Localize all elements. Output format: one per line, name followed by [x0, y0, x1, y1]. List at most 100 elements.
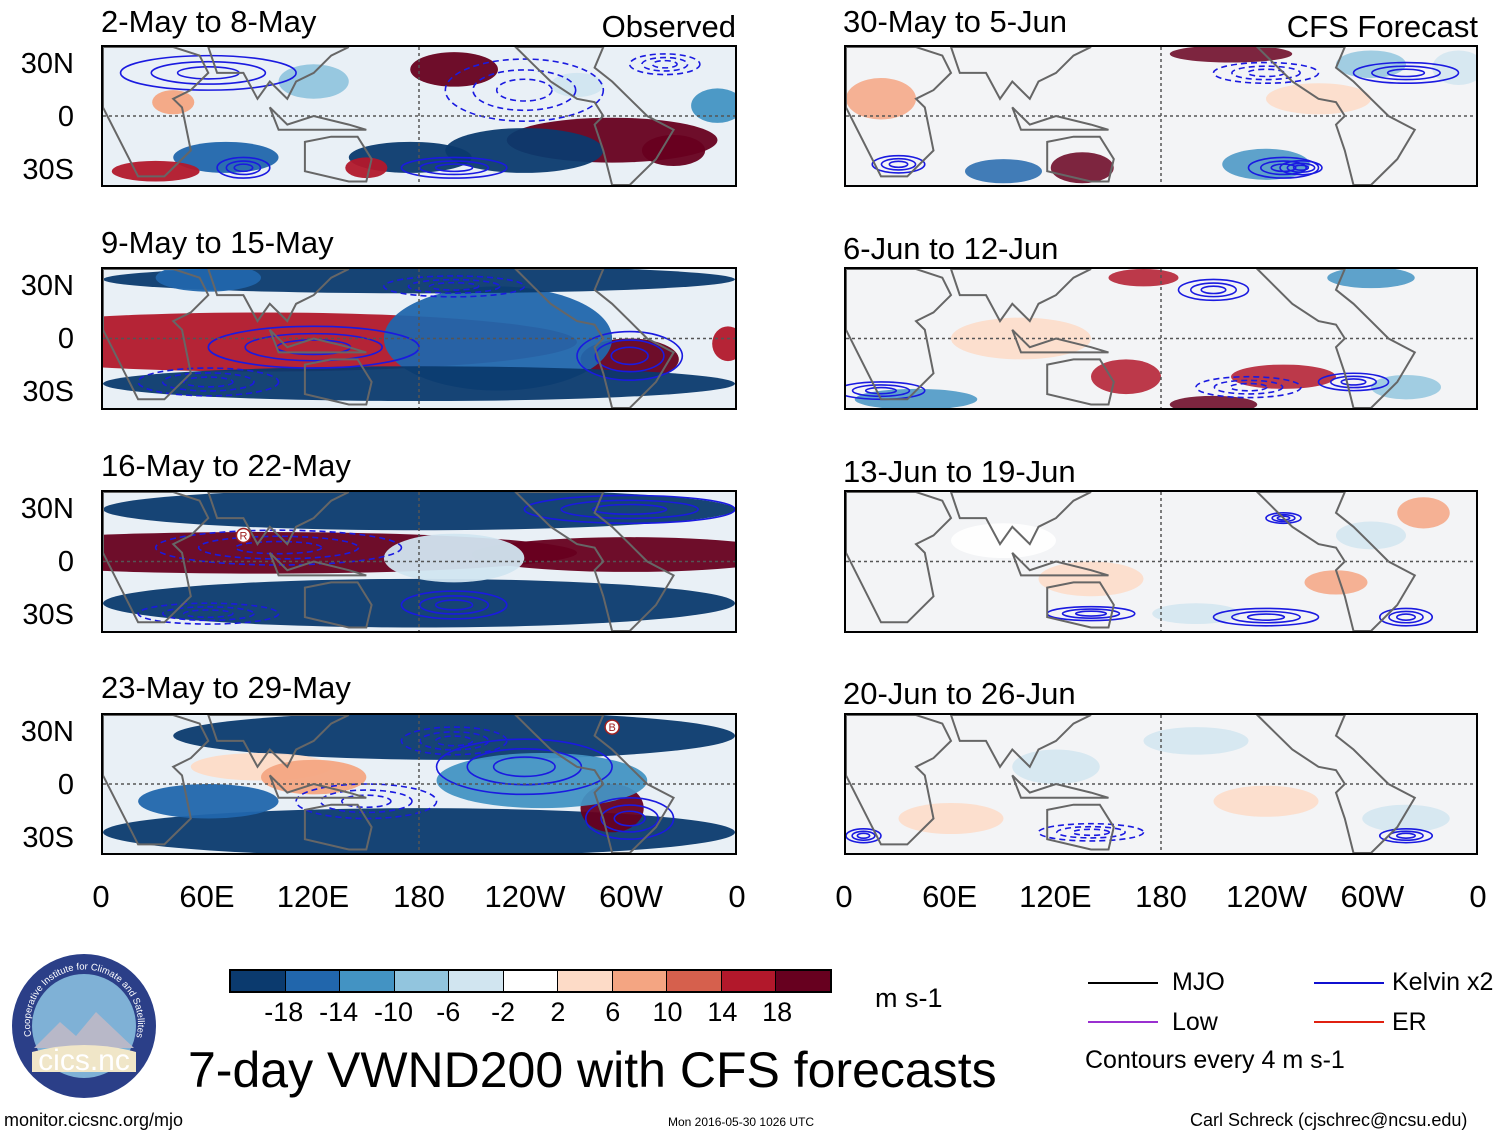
map-svg [846, 492, 1476, 631]
kelvin-contour [1286, 162, 1316, 174]
kelvin-contour [1212, 61, 1320, 85]
continent-outline [303, 581, 373, 629]
kelvin-contour [407, 278, 501, 294]
kelvin-contour [651, 59, 678, 69]
continent-outline [207, 47, 350, 101]
colorbar-tick-label: -14 [319, 997, 359, 1027]
kelvin-contour [119, 54, 297, 91]
continent-outline [1255, 269, 1417, 408]
x-tick-label: 120E [276, 879, 350, 914]
anomaly-shading [1231, 364, 1336, 389]
legend-line-er [1314, 1021, 1384, 1023]
kelvin-contour [434, 163, 474, 173]
kelvin-contour [137, 602, 280, 625]
colorbar-tick-label: 6 [605, 997, 621, 1027]
anomaly-shading [138, 784, 279, 819]
colorbar-swatch [231, 971, 285, 991]
kelvin-contour [434, 599, 474, 611]
kelvin-contour [1276, 515, 1291, 521]
anomaly-shading [898, 802, 1004, 835]
legend-label-er: ER [1392, 1008, 1427, 1036]
kelvin-contour [851, 384, 911, 398]
event-marker: R [235, 527, 252, 544]
panel-title-obs-2: 9-May to 15-May [101, 225, 334, 260]
x-tick-label: 0 [1469, 879, 1487, 914]
kelvin-contour [1213, 379, 1284, 395]
kelvin-contour [225, 160, 262, 176]
kelvin-contour [846, 828, 882, 844]
continent-outline [103, 47, 210, 178]
kelvin-contour [610, 346, 649, 366]
anomaly-shading [691, 88, 735, 123]
anomaly-shading [1222, 148, 1310, 180]
kelvin-contour [1056, 825, 1126, 839]
continent-outline [1255, 715, 1417, 853]
y-tick-label: 30N [20, 716, 74, 748]
anomaly-shading [445, 128, 604, 173]
continent-outline [1046, 803, 1115, 851]
map-svg [846, 47, 1476, 185]
continent-outline [303, 135, 373, 183]
map-svg: R [103, 492, 735, 631]
kelvin-contour [1340, 378, 1367, 386]
kelvin-contour [400, 726, 508, 756]
x-tick-label: 120W [1226, 879, 1308, 914]
anomaly-shading [410, 52, 498, 87]
kelvin-contour [182, 376, 234, 388]
kelvin-contour [434, 735, 474, 747]
anomaly-shading [1362, 804, 1450, 833]
event-marker-label: B [608, 722, 615, 734]
kelvin-contour [628, 53, 701, 76]
kelvin-contour [594, 339, 665, 373]
continent-outline [514, 47, 676, 185]
colorbar-swatch [393, 971, 449, 991]
continent-outline [1046, 358, 1115, 406]
continent-outline [514, 492, 675, 631]
continent-outline [949, 269, 1092, 323]
kelvin-contour [216, 156, 271, 179]
continent-outline [514, 715, 676, 853]
kelvin-contour [1279, 160, 1323, 176]
footer-url[interactable]: monitor.cicsnc.org/mjo [4, 1110, 184, 1130]
continent-outline [846, 715, 953, 846]
cics-logo: Cooperative Institute for Climate and Sa… [10, 952, 158, 1100]
contour-note: Contours every 4 m s-1 [1085, 1046, 1345, 1074]
colorbar-swatch [720, 971, 776, 991]
anomaly-shading [1304, 570, 1368, 595]
event-marker: B [604, 719, 620, 735]
anomaly-shading [173, 141, 279, 173]
map-panel-fc-1 [844, 45, 1478, 187]
anomaly-shading [155, 269, 261, 292]
map-panel-obs-3: R [101, 490, 737, 633]
continent-outline [846, 269, 953, 401]
kelvin-contour [864, 386, 898, 395]
anomaly-shading [641, 134, 706, 167]
colorbar-swatch [557, 971, 612, 991]
map-panel-fc-3 [844, 490, 1478, 633]
kelvin-contour [888, 160, 909, 169]
anomaly-shading [383, 286, 613, 391]
x-tick-label: 120W [484, 879, 566, 914]
kelvin-contour [1200, 285, 1227, 295]
kelvin-contour [576, 330, 684, 382]
anomaly-shading [846, 78, 916, 120]
kelvin-contour [137, 367, 280, 397]
kelvin-contour [1352, 61, 1460, 85]
kelvin-contour [1396, 832, 1416, 839]
colorbar-swatch [775, 971, 831, 991]
legend-line-mjo [1088, 982, 1158, 984]
kelvin-contour [1071, 828, 1111, 837]
kelvin-contour [400, 590, 508, 620]
x-tick-label: 0 [92, 879, 110, 914]
y-tick-label: 0 [57, 769, 74, 801]
anomaly-shading [1108, 269, 1179, 287]
colorbar-tick-label: 14 [707, 997, 738, 1027]
continent-outline [268, 106, 367, 131]
colorbar-tick-label: 2 [550, 997, 566, 1027]
kelvin-contour [233, 163, 254, 173]
colorbar-swatch [611, 971, 667, 991]
colorbar-swatch [666, 971, 721, 991]
kelvin-contour [419, 160, 490, 176]
panel-title-obs-1: 2-May to 8-May [101, 4, 317, 39]
continent-outline [207, 269, 350, 323]
